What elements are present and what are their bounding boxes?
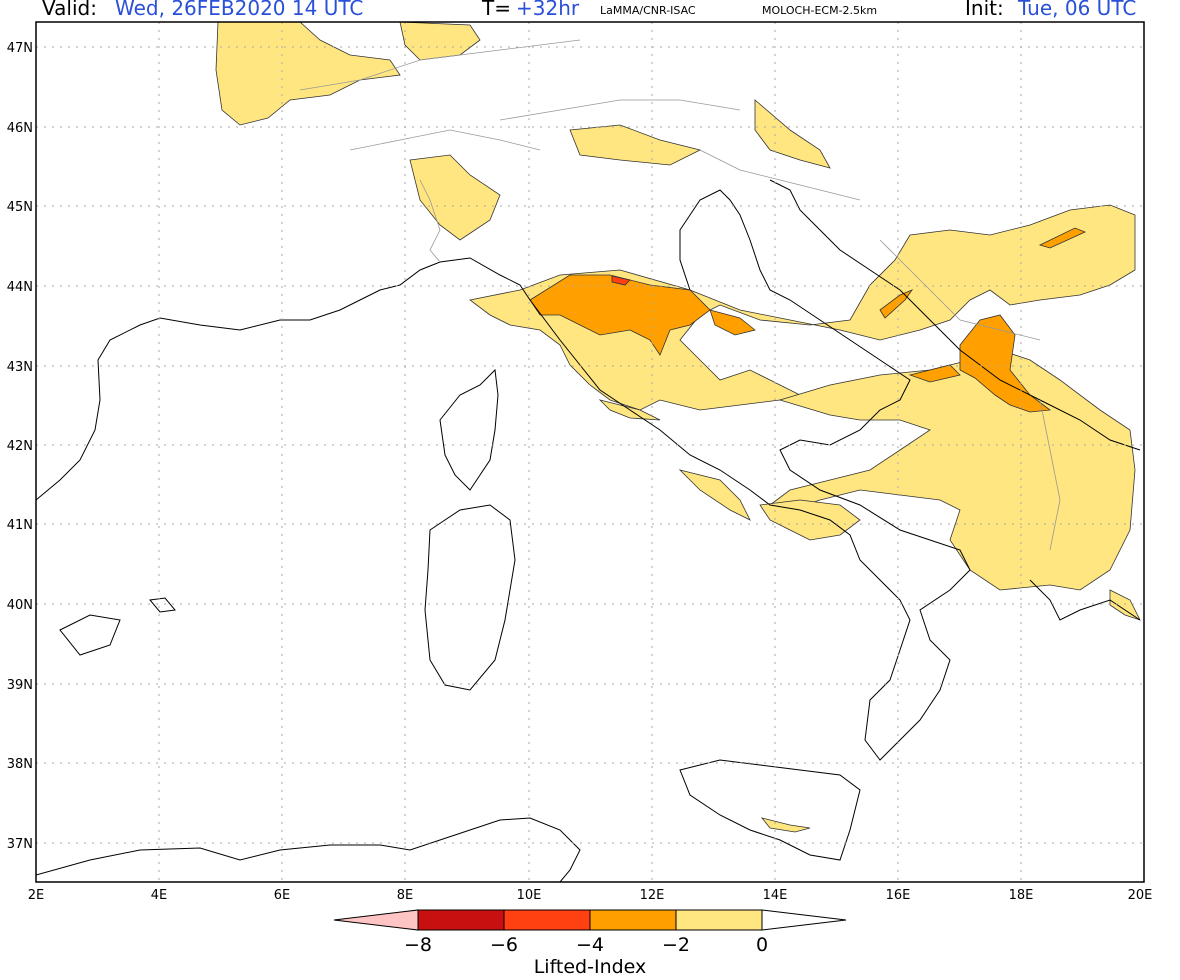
balkan-streak-area	[1038, 227, 1087, 249]
li-minus4-to-minus6-areas	[611, 275, 631, 286]
valid-label: Valid:	[42, 0, 97, 20]
lon-label-16e: 16E	[886, 888, 911, 903]
latitude-labels: 47N 46N 45N 44N 43N 42N 41N 40N 39N 38N …	[7, 41, 33, 852]
colorbar-tick-minus4: −4	[576, 934, 604, 956]
map-frame	[35, 21, 1145, 883]
colorbar-ticks: −8 −6 −4 −2 0	[404, 934, 768, 956]
longitude-labels: 2E 4E 6E 8E 10E 12E 14E 16E 18E 20E	[28, 888, 1153, 903]
li-zero-to-minus2-areas	[215, 22, 1141, 833]
lat-label-39n: 39N	[7, 678, 33, 693]
lat-label-45n: 45N	[7, 200, 33, 215]
colorbar-tick-minus6: −6	[490, 934, 518, 956]
lat-label-40n: 40N	[7, 598, 33, 613]
lon-label-6e: 6E	[274, 888, 291, 903]
forecast-step-label: T=	[482, 0, 511, 20]
lon-label-20e: 20E	[1128, 888, 1153, 903]
colorbar-tick-minus2: −2	[662, 934, 690, 956]
colorbar-title: Lifted-Index	[534, 956, 647, 978]
lat-label-47n: 47N	[7, 41, 33, 56]
border-germany	[299, 39, 581, 91]
border-slovenia-croatia	[699, 149, 861, 201]
colorbar-lower-arrow	[333, 909, 419, 931]
central-italy-area	[469, 204, 1136, 411]
lon-label-4e: 4E	[151, 888, 168, 903]
lat-label-44n: 44N	[7, 280, 33, 295]
croatia-streak-area	[879, 289, 914, 319]
source-label: LaMMA/CNR-ISAC	[600, 4, 696, 17]
border-austria	[499, 99, 741, 121]
lon-label-12e: 12E	[640, 888, 665, 903]
border-switzerland	[349, 129, 541, 151]
init-time: Tue, 06 UTC	[1018, 0, 1137, 20]
apulia-area	[759, 499, 861, 541]
lon-label-10e: 10E	[517, 888, 542, 903]
lon-label-8e: 8E	[397, 888, 414, 903]
alps-northwest-area	[215, 22, 401, 126]
init-label: Init:	[965, 0, 1004, 20]
lat-label-41n: 41N	[7, 518, 33, 533]
coast-balearic	[59, 614, 121, 656]
adriatic-streak-area	[908, 364, 961, 383]
colorbar-tick-minus8: −8	[404, 934, 432, 956]
lat-label-43n: 43N	[7, 360, 33, 375]
coast-greece	[1029, 579, 1141, 621]
border-albania	[1039, 399, 1061, 551]
colorbar-tick-zero: 0	[756, 934, 768, 956]
colorbar-bin-minus6-minus4	[503, 909, 591, 931]
po-valley-west-area	[409, 154, 501, 241]
coast-strip-area	[678, 469, 751, 521]
coast-africa	[36, 817, 581, 882]
coast-sardinia	[424, 504, 516, 691]
lat-label-42n: 42N	[7, 439, 33, 454]
adriatic-balkan-area	[769, 349, 1136, 591]
coast-adriatic-east	[769, 179, 1141, 451]
colorbar-bin-minus4-minus2	[589, 909, 677, 931]
adriatic-core-area	[959, 314, 1052, 413]
graticule	[36, 22, 1144, 882]
lat-label-38n: 38N	[7, 757, 33, 772]
colorbar-upper-arrow	[761, 909, 847, 931]
sicily-small-area	[760, 817, 811, 833]
alps-northeast-area	[754, 99, 831, 169]
coast-sicily	[679, 759, 861, 861]
li-minus2-to-minus4-areas	[529, 227, 1087, 413]
valid-time: Wed, 26FEB2020 14 UTC	[115, 0, 364, 20]
south-balkan-area	[1109, 589, 1141, 621]
colorbar-bin-minus8-minus6	[417, 909, 505, 931]
coastlines	[36, 179, 1141, 882]
alps-east-area	[569, 124, 702, 166]
lon-label-14e: 14E	[763, 888, 788, 903]
border-balkans	[879, 239, 1041, 341]
forecast-step: +32hr	[516, 0, 580, 20]
colorbar-bin-minus2-zero	[675, 909, 763, 931]
coast-minorca	[149, 597, 176, 613]
lat-label-37n: 37N	[7, 837, 33, 852]
colorbar	[333, 909, 847, 931]
lon-label-18e: 18E	[1009, 888, 1034, 903]
lon-label-2e: 2E	[28, 888, 45, 903]
marche-area	[709, 309, 756, 336]
coast-iberia-france	[36, 189, 971, 761]
country-borders	[299, 39, 1061, 551]
model-label: MOLOCH-ECM-2.5km	[762, 4, 878, 17]
coast-corsica	[439, 368, 499, 491]
lat-label-46n: 46N	[7, 121, 33, 136]
border-france-italy	[419, 179, 441, 263]
tuscany-red-spot	[611, 275, 631, 286]
